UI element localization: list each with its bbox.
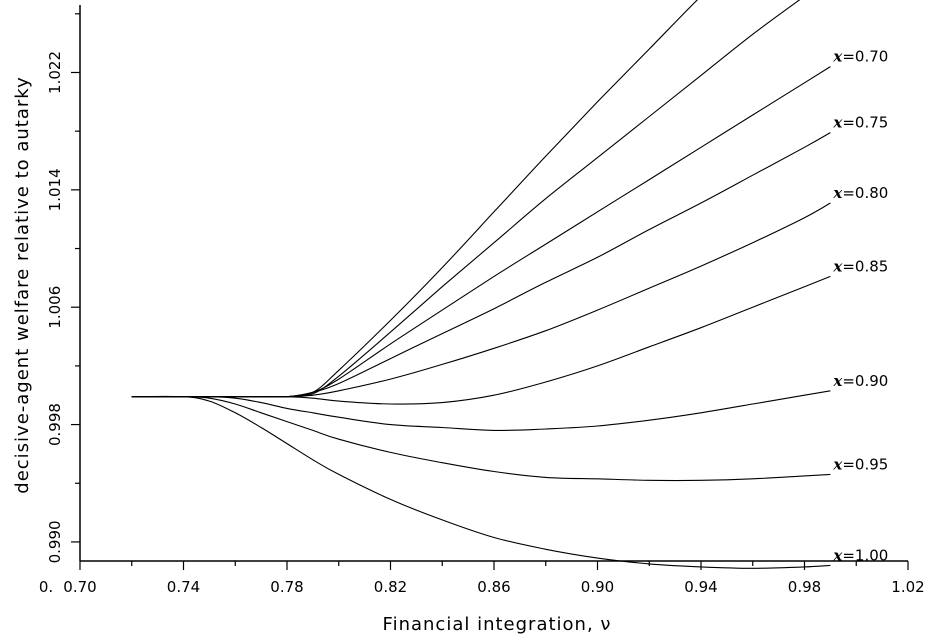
series-label-8: x=0.95 (832, 455, 888, 473)
series-label-6: x=0.85 (832, 257, 888, 275)
series-lines (131, 0, 831, 569)
x-tick-label: 1.02 (891, 578, 924, 596)
y-tick-label: 1.014 (46, 168, 64, 211)
series-line-6 (131, 275, 831, 405)
series-line-8 (131, 396, 831, 482)
series-line-4 (131, 132, 831, 398)
x-tick-label: 0.90 (581, 578, 614, 596)
x-tick-label: 0.98 (788, 578, 821, 596)
y-ticks: 0.990 0.998 1.006 1.014 1.022 (46, 13, 80, 563)
x-tick-label: 0.74 (167, 578, 200, 596)
series-line-7 (131, 390, 831, 432)
x-axis-title: Financial integration, ν (383, 614, 612, 635)
series-line-3 (131, 66, 831, 398)
x-tick-label: 0.82 (374, 578, 407, 596)
series-line-9 (131, 395, 831, 569)
series-line-2 (131, 0, 801, 398)
x-tick-label-prefix: 0. (39, 578, 53, 596)
series-label-9: x=1.00 (832, 546, 888, 564)
y-tick-label: 0.990 (46, 520, 64, 563)
series-label-7: x=0.90 (832, 372, 888, 390)
x-tick-label: 0.70 (63, 578, 96, 596)
series-line-5 (131, 202, 831, 398)
series-label-3: x=0.70 (832, 48, 888, 66)
series-label-4: x=0.75 (832, 114, 888, 132)
x-tick-label: 0.86 (477, 578, 510, 596)
series-line-1 (131, 0, 698, 398)
series-labels: x=0.60x=0.65x=0.70x=0.75x=0.80x=0.85x=0.… (832, 48, 888, 565)
y-tick-label: 1.006 (46, 286, 64, 329)
series-label-5: x=0.80 (832, 184, 888, 202)
x-tick-label: 0.94 (684, 578, 717, 596)
y-tick-label: 1.022 (46, 51, 64, 94)
x-ticks: 0.70 0.74 0.78 0.82 0.86 0.90 0.94 0.98 1.02 0. (39, 561, 925, 596)
y-axis-title: decisive-agent welfare relative to autar… (12, 76, 33, 493)
x-tick-label: 0.78 (270, 578, 303, 596)
y-tick-label: 0.998 (46, 403, 64, 446)
plot-area: 0.70 0.74 0.78 0.82 0.86 0.90 0.94 0.98 1.02 0. 0… (39, 0, 925, 596)
